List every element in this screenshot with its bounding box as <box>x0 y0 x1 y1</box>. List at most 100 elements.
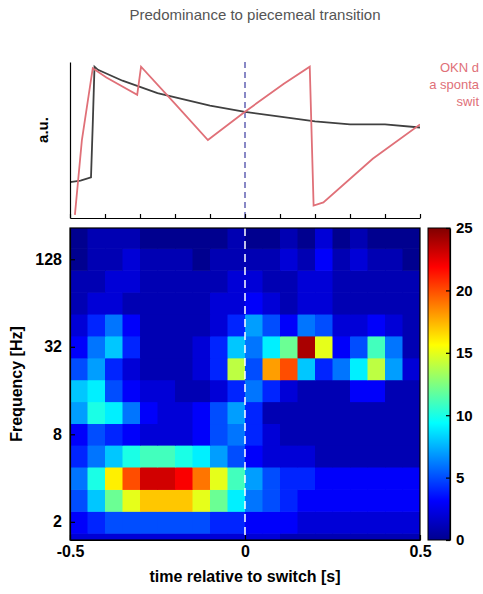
plot-frame <box>70 228 420 540</box>
heat-cell <box>175 228 193 249</box>
heat-cell <box>315 467 333 490</box>
plot-area <box>70 62 420 218</box>
heat-cell <box>403 423 421 445</box>
heat-cell <box>158 358 176 380</box>
heat-cell <box>193 445 211 467</box>
heat-cell <box>350 445 368 467</box>
heat-cell <box>140 402 158 424</box>
heat-cell <box>175 248 193 270</box>
x-axis-top-tick-mark <box>385 214 386 218</box>
heat-cell <box>263 336 281 359</box>
heat-cell <box>175 511 193 533</box>
x-axis-top-tick <box>105 214 106 218</box>
heat-cell <box>298 533 316 540</box>
x-axis-top-tick-mark <box>140 214 141 218</box>
heat-cell <box>333 489 351 511</box>
annotation: a sponta <box>429 77 480 92</box>
heat-cell <box>368 314 386 336</box>
heat-cell <box>280 445 298 467</box>
x-axis-top-tick-mark <box>175 214 176 218</box>
colorbar-axis-tick-mark <box>446 478 450 479</box>
colorbar-axis-tick-label: 25 <box>456 219 473 236</box>
heat-cell <box>280 489 298 511</box>
heat-cell <box>158 380 176 402</box>
heat-cell <box>210 380 228 402</box>
trace <box>70 67 420 182</box>
heat-cell <box>315 248 333 270</box>
heat-cell <box>333 511 351 533</box>
heat-cell <box>298 511 316 533</box>
heat-cell <box>368 336 386 359</box>
heat-cell <box>105 380 123 402</box>
colorbar-axis-tick: 20 <box>446 282 473 299</box>
heat-cell <box>228 248 246 270</box>
heat-cell <box>245 533 263 540</box>
heat-cell <box>385 228 403 249</box>
heat-cell <box>140 445 158 467</box>
heat-cell <box>88 248 106 270</box>
y-axis-tick-label: 8 <box>53 426 62 443</box>
y-axis-tick-mark <box>70 259 75 260</box>
x-axis-top-tick-mark <box>105 214 106 218</box>
heat-cell <box>385 292 403 314</box>
x-axis-title: time relative to switch [s] <box>149 568 340 585</box>
heat-cell <box>105 270 123 292</box>
heat-cell <box>210 314 228 336</box>
heat-cell <box>105 423 123 445</box>
heat-cell <box>350 402 368 424</box>
heat-cell <box>333 314 351 336</box>
heat-cell <box>350 489 368 511</box>
heat-cell <box>70 445 88 467</box>
heat-cell <box>210 228 228 249</box>
heat-cell <box>263 445 281 467</box>
heat-cell <box>298 467 316 490</box>
y-axis-tick-label: 128 <box>35 251 62 268</box>
y-axis-tick-label: 2 <box>53 513 62 530</box>
x-axis-top <box>71 214 421 219</box>
colorbar-axis-tick: 25 <box>446 219 473 236</box>
x-axis-tick: 0 <box>241 535 250 560</box>
heat-cell <box>385 533 403 540</box>
heat-cell <box>385 380 403 402</box>
heat-cell <box>350 380 368 402</box>
heat-cell <box>175 467 193 490</box>
heat-cell <box>105 489 123 511</box>
heat-cell <box>403 445 421 467</box>
heat-cell <box>333 358 351 380</box>
heat-cell <box>385 445 403 467</box>
heat-cell <box>298 402 316 424</box>
heat-cell <box>123 402 141 424</box>
x-axis-top-tick <box>420 214 421 218</box>
heat-cell <box>333 248 351 270</box>
heat-cell <box>245 336 263 359</box>
heat-cell <box>70 248 88 270</box>
heat-cell <box>368 270 386 292</box>
heat-cell <box>70 467 88 490</box>
heat-cell <box>315 270 333 292</box>
heat-cell <box>193 533 211 540</box>
heat-cell <box>228 228 246 249</box>
heat-cell <box>193 402 211 424</box>
heat-cell <box>228 423 246 445</box>
heat-cell <box>175 445 193 467</box>
heat-cell <box>210 358 228 380</box>
heat-cell <box>193 314 211 336</box>
heat-cell <box>280 314 298 336</box>
heat-cell <box>158 423 176 445</box>
heat-cell <box>193 248 211 270</box>
heat-cell <box>368 533 386 540</box>
heat-cell <box>245 445 263 467</box>
x-axis-top-line <box>71 218 421 219</box>
heat-cell <box>70 270 88 292</box>
colorbar-axis-tick: 15 <box>446 344 473 361</box>
x-axis-tick-label: 0 <box>241 543 250 560</box>
heat-cell <box>70 533 88 540</box>
heat-cell <box>263 358 281 380</box>
heat-cell <box>193 292 211 314</box>
heat-cell <box>280 423 298 445</box>
heat-cell <box>350 511 368 533</box>
x-axis: -0.500.5 <box>57 535 432 560</box>
heat-cell <box>88 489 106 511</box>
heat-cell <box>350 228 368 249</box>
heat-cell <box>140 336 158 359</box>
